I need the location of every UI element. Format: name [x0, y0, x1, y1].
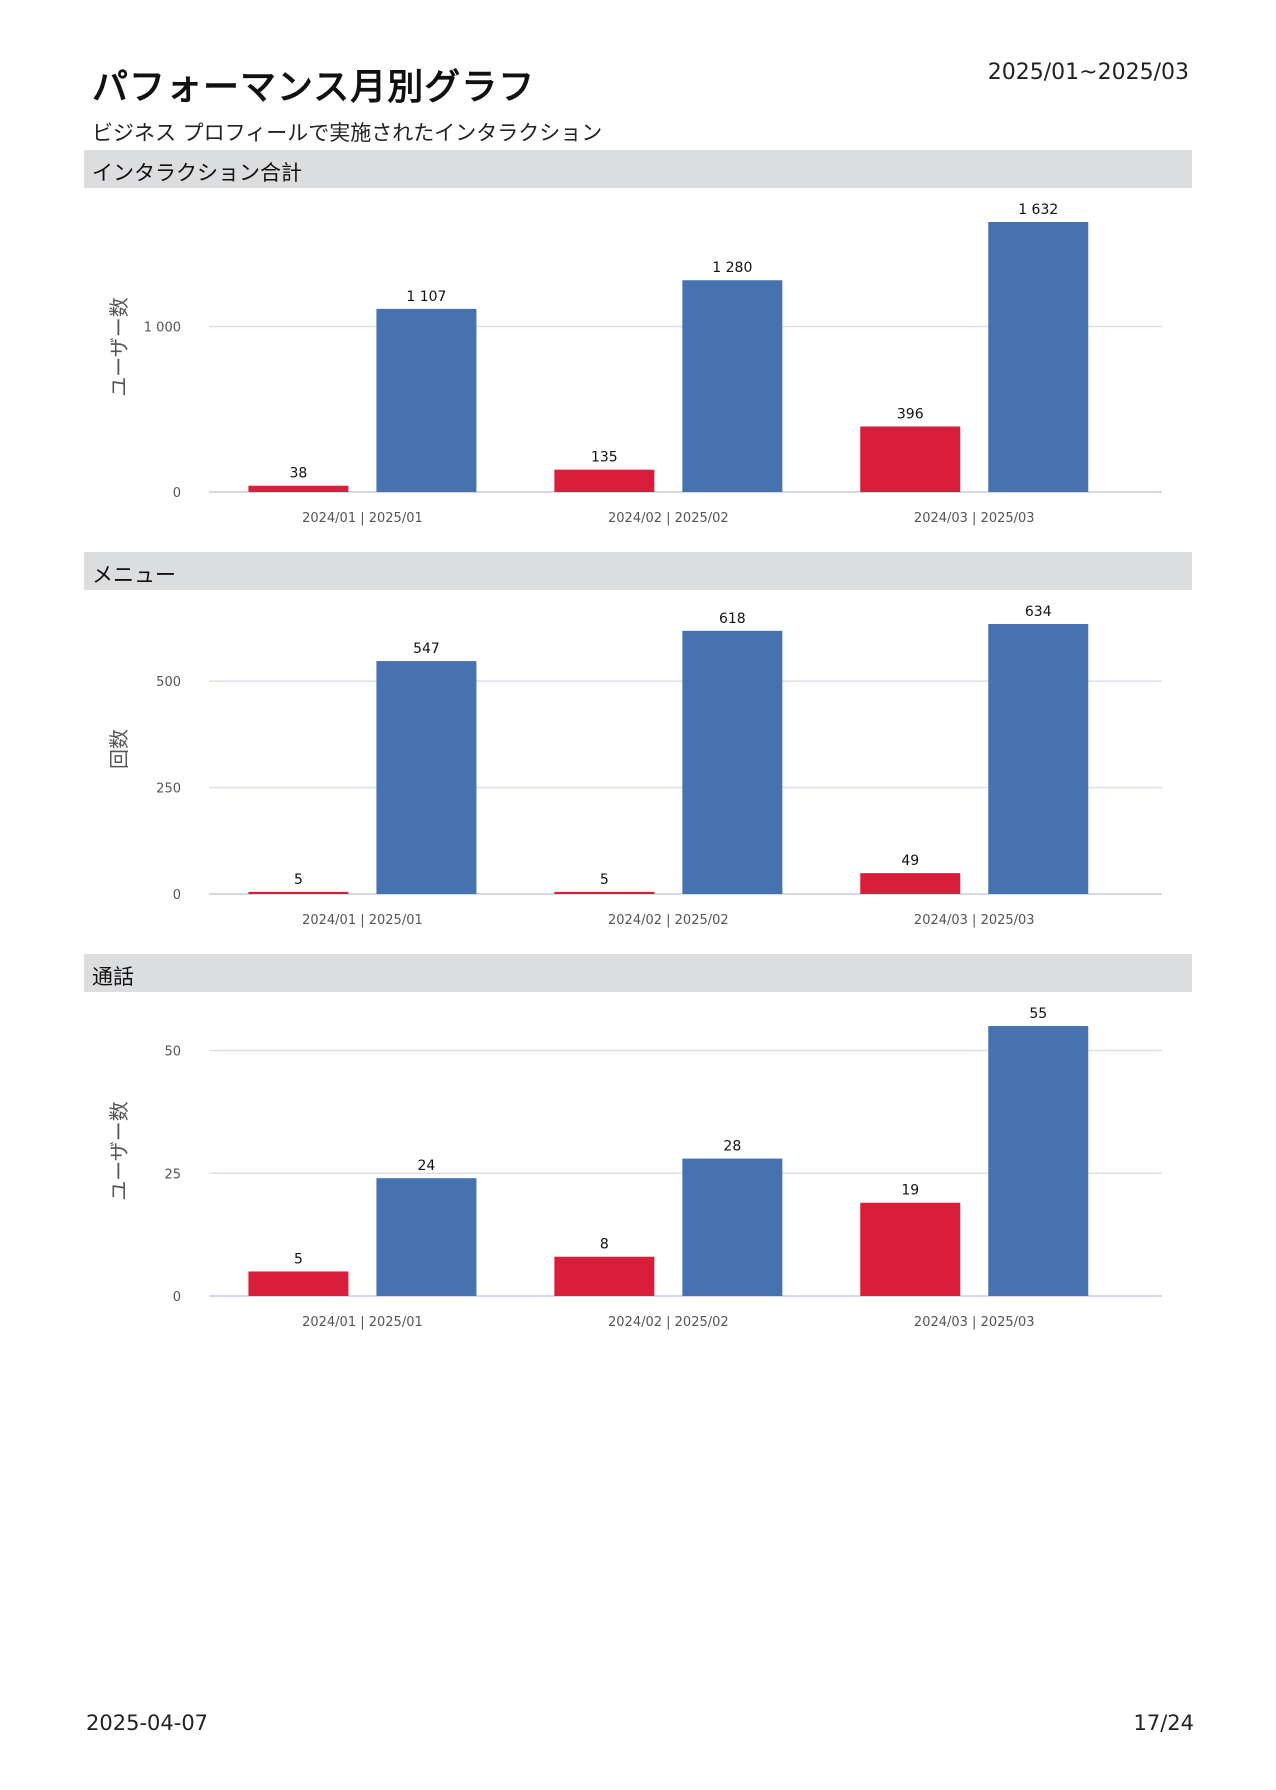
section-title: インタラクション合計 — [92, 161, 302, 185]
y-tick-label: 50 — [164, 1045, 181, 1060]
x-tick-label: 2024/01 | 2025/01 — [302, 1315, 423, 1330]
bar — [988, 1026, 1089, 1296]
section-title: 通話 — [92, 965, 134, 989]
y-tick-label: 0 — [173, 486, 181, 501]
page-subtitle: ビジネス プロフィールで実施されたインタラクション — [92, 121, 603, 145]
y-tick-label: 250 — [156, 782, 181, 797]
y-tick-label: 0 — [173, 888, 181, 903]
y-tick-label: 500 — [156, 675, 181, 690]
section-header-calls: 通話 — [84, 954, 1192, 992]
bar — [376, 1178, 477, 1296]
data-label: 5 — [600, 872, 609, 888]
chart-menu: 0 250 500 回数 5 547 2024/01 | 2025/01 5 618 2024/0… — [107, 604, 1162, 928]
y-axis-label: 回数 — [107, 729, 131, 769]
bar — [988, 222, 1089, 492]
x-tick-label: 2024/03 | 2025/03 — [914, 1315, 1035, 1330]
x-tick-label: 2024/02 | 2025/02 — [608, 1315, 729, 1330]
x-tick-label: 2024/02 | 2025/02 — [608, 511, 729, 526]
bar — [248, 891, 349, 894]
data-label: 55 — [1029, 1006, 1047, 1022]
bar — [860, 873, 961, 894]
bar — [376, 308, 477, 492]
bar — [860, 1202, 961, 1296]
data-label: 1 632 — [1018, 202, 1058, 218]
section-header-menu: メニュー — [84, 552, 1192, 590]
bar — [860, 426, 961, 492]
bar — [682, 280, 783, 492]
data-label: 24 — [418, 1158, 436, 1174]
bar — [248, 1271, 349, 1296]
bar — [248, 485, 349, 492]
date-range: 2025/01~2025/03 — [987, 60, 1189, 85]
bar — [376, 661, 477, 894]
x-tick-label: 2024/01 | 2025/01 — [302, 511, 423, 526]
data-label: 28 — [723, 1139, 741, 1155]
data-label: 135 — [591, 450, 618, 466]
data-label: 1 107 — [406, 289, 446, 305]
data-label: 396 — [897, 406, 924, 422]
chart-calls: 0 25 50 ユーザー数 5 24 2024/01 | 2025/01 8 28 2024/02… — [107, 1006, 1162, 1330]
footer-date: 2025-04-07 — [86, 1711, 209, 1735]
x-tick-label: 2024/01 | 2025/01 — [302, 913, 423, 928]
y-axis-label: ユーザー数 — [107, 1101, 131, 1201]
data-label: 547 — [413, 641, 440, 657]
data-label: 5 — [294, 1251, 303, 1267]
x-tick-label: 2024/03 | 2025/03 — [914, 913, 1035, 928]
chart-interactions: 0 1 000 ユーザー数 38 1 107 2024/01 | 2025/01 135 1 … — [107, 202, 1162, 526]
x-tick-label: 2024/03 | 2025/03 — [914, 511, 1035, 526]
data-label: 8 — [600, 1237, 609, 1253]
data-label: 38 — [290, 466, 308, 482]
bar — [554, 469, 655, 492]
page-title: パフォーマンス月別グラフ — [92, 67, 536, 108]
data-label: 634 — [1025, 604, 1052, 620]
data-label: 49 — [901, 853, 919, 869]
x-tick-label: 2024/02 | 2025/02 — [608, 913, 729, 928]
data-label: 618 — [719, 611, 746, 627]
data-label: 1 280 — [712, 260, 752, 276]
section-title: メニュー — [92, 563, 176, 587]
data-label: 19 — [901, 1183, 919, 1199]
bar — [554, 891, 655, 894]
y-tick-label: 1 000 — [144, 321, 181, 336]
y-tick-label: 25 — [164, 1167, 181, 1182]
y-tick-label: 0 — [173, 1290, 181, 1305]
section-header-interactions: インタラクション合計 — [84, 150, 1192, 188]
bar — [682, 630, 783, 894]
bar — [682, 1158, 783, 1296]
bar — [554, 1256, 655, 1296]
data-label: 5 — [294, 872, 303, 888]
page-number: 17/24 — [1133, 1711, 1194, 1735]
bar — [988, 624, 1089, 894]
y-axis-label: ユーザー数 — [107, 297, 131, 397]
